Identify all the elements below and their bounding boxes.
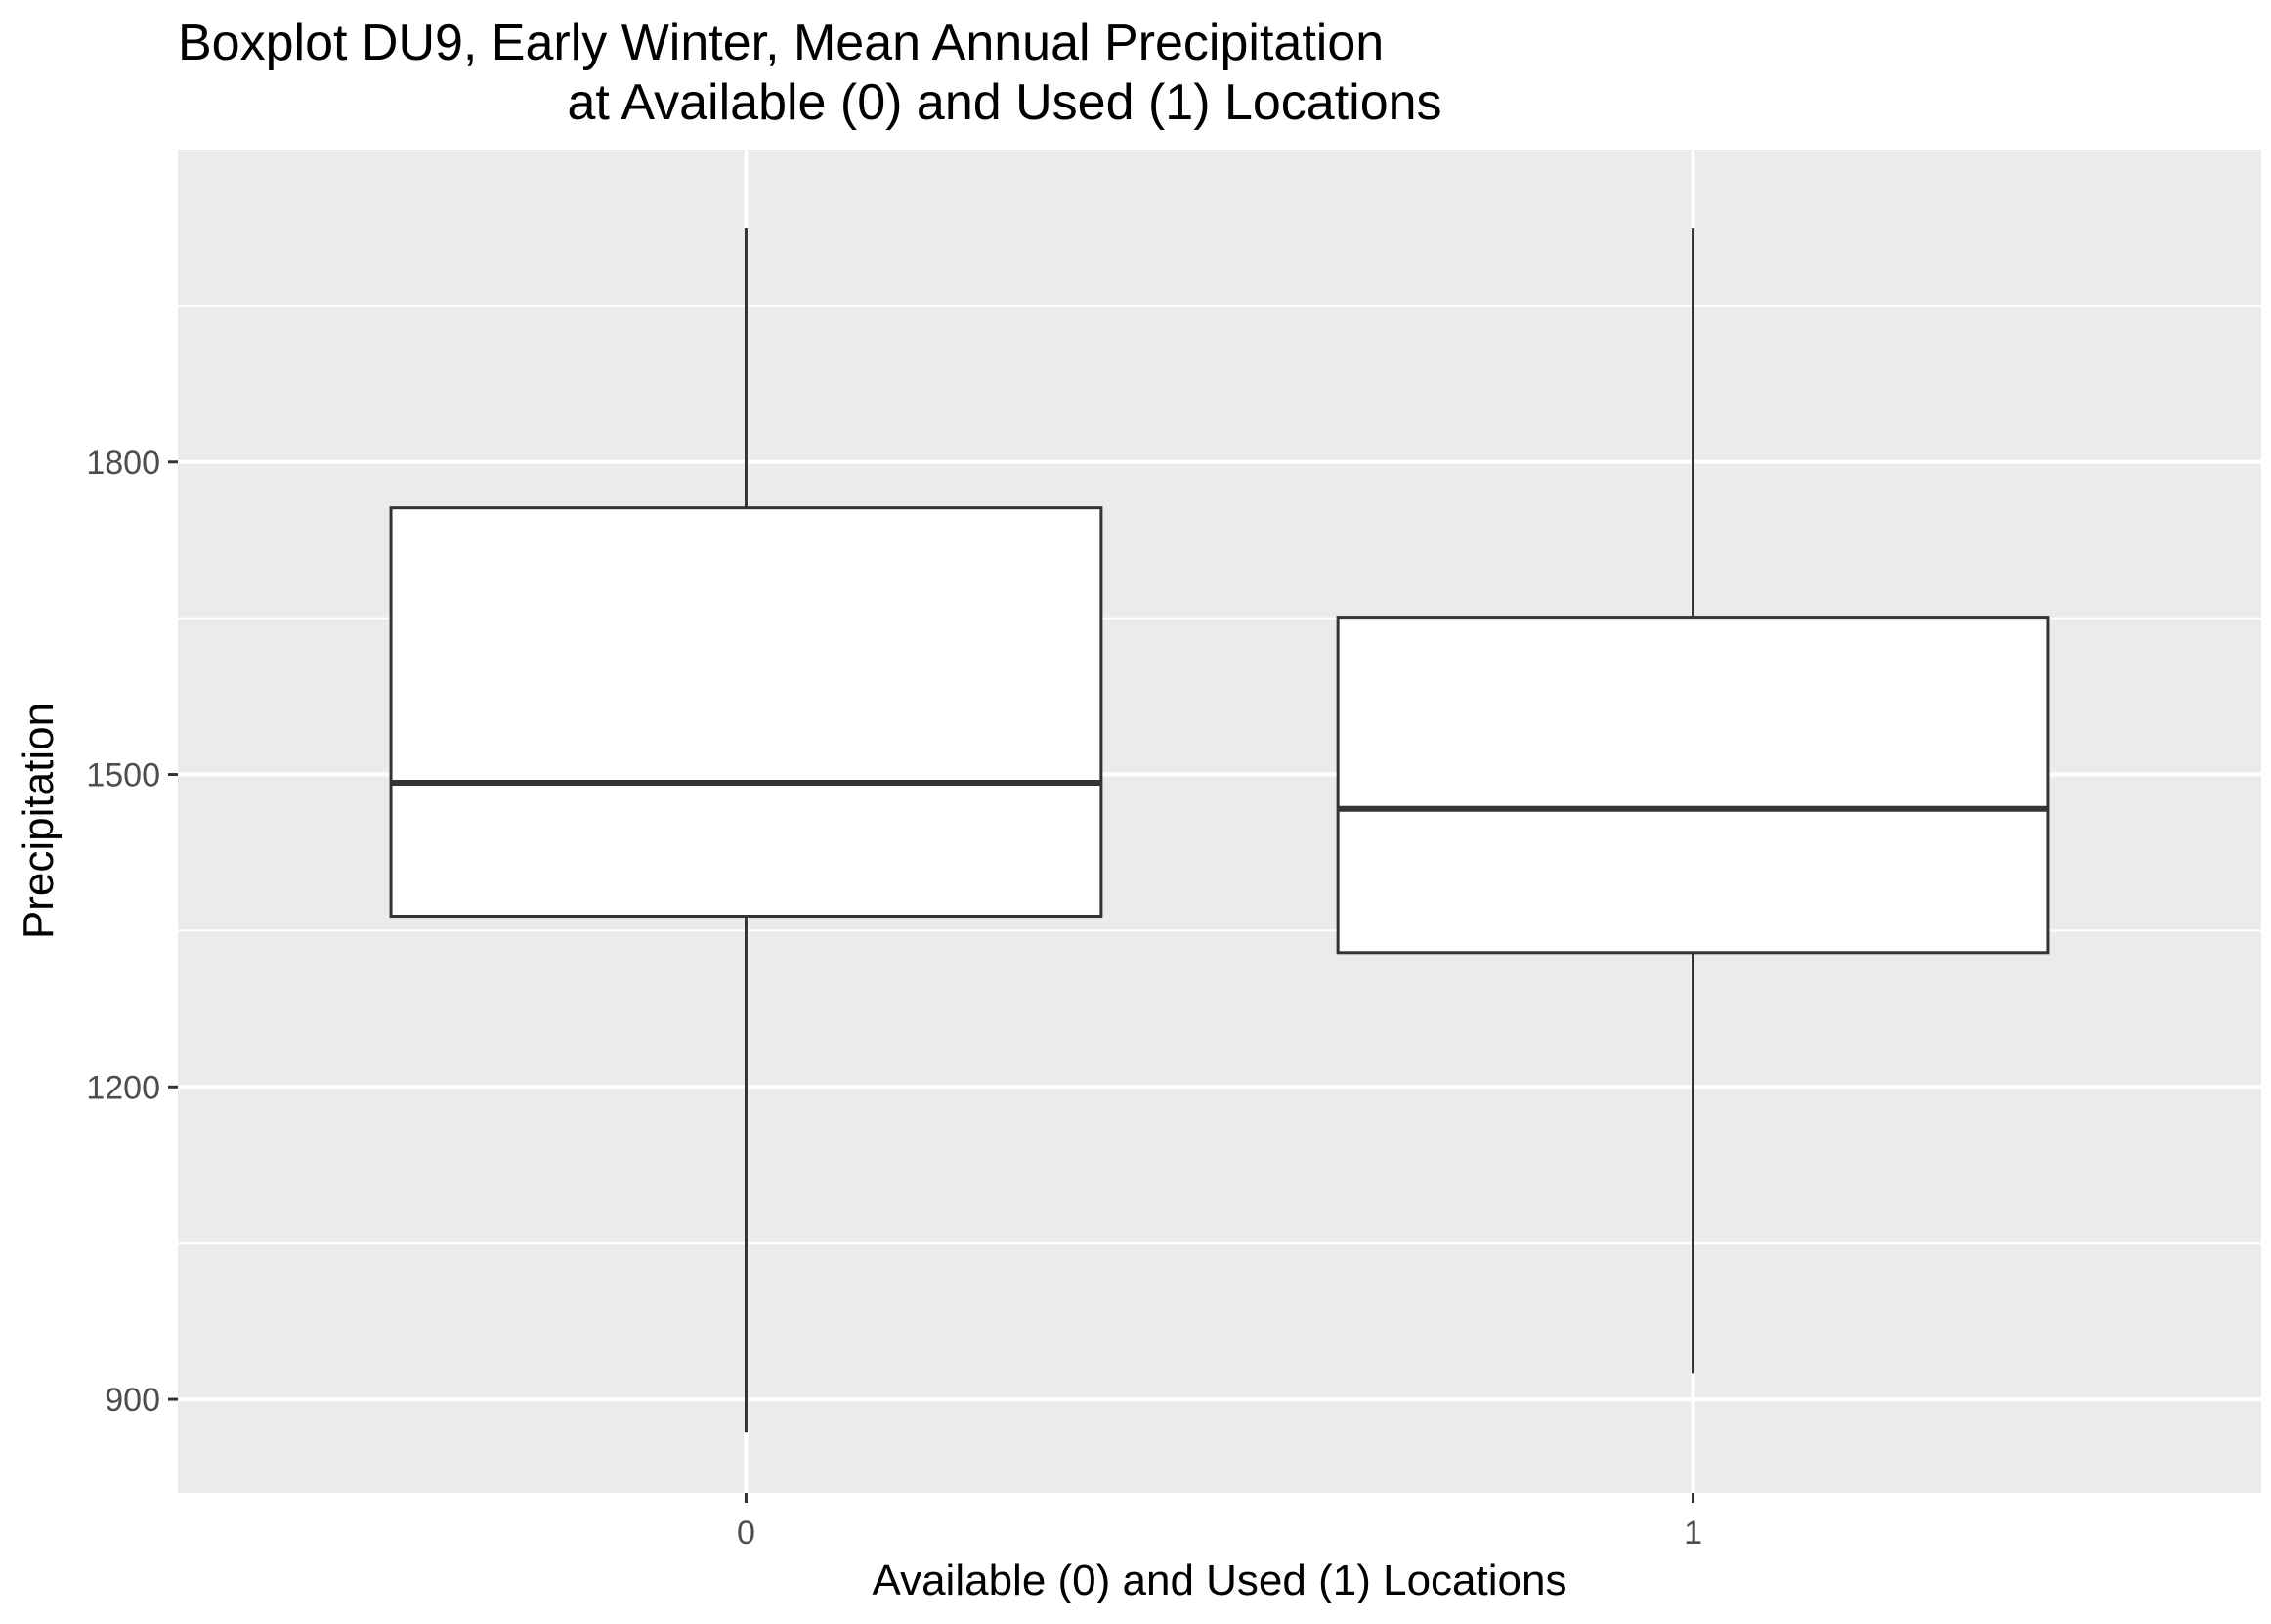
x-axis-title: Available (0) and Used (1) Locations [873, 1557, 1567, 1604]
chart-title-line-1: Boxplot DU9, Early Winter, Mean Annual P… [178, 15, 1384, 71]
box-group-0 [389, 227, 1103, 1433]
axes: 900 1200 1500 1800 0 1 [86, 445, 1702, 1552]
y-tick-label: 1200 [86, 1069, 160, 1106]
boxplot-layer [389, 227, 2050, 1433]
iqr-box [1336, 616, 2050, 955]
y-tick-label: 900 [105, 1382, 160, 1419]
iqr-box [389, 506, 1103, 918]
box-group-1 [1336, 227, 2050, 1374]
y-tick-label: 1500 [86, 757, 160, 794]
x-tick-label: 1 [1684, 1515, 1702, 1552]
x-tick-label: 0 [737, 1515, 755, 1552]
chart-title-line-2: at Available (0) and Used (1) Locations [567, 74, 1441, 131]
y-tick-label: 1800 [86, 445, 160, 482]
y-axis-title: Precipitation [15, 703, 63, 939]
